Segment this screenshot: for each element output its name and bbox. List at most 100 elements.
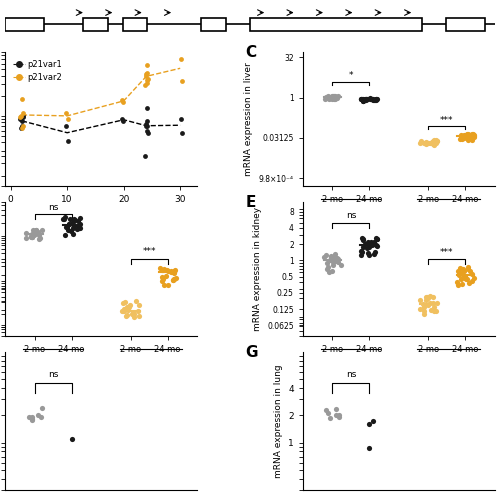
- Point: [365, 420, 373, 428]
- Point: [142, 120, 150, 128]
- Point: [470, 132, 478, 140]
- Point: [164, 266, 172, 274]
- Point: [328, 267, 336, 275]
- Point: [362, 95, 370, 103]
- Point: [470, 274, 478, 282]
- Point: [170, 275, 178, 283]
- Point: [460, 272, 468, 280]
- Point: [470, 130, 478, 138]
- Point: [458, 266, 466, 274]
- Point: [19, 114, 27, 122]
- Point: [430, 136, 438, 144]
- Point: [457, 132, 465, 140]
- Point: [28, 233, 36, 241]
- Point: [324, 408, 332, 416]
- Point: [422, 138, 430, 146]
- Point: [326, 94, 334, 102]
- Point: [73, 225, 81, 233]
- Point: [142, 122, 150, 130]
- Point: [38, 226, 46, 234]
- Point: [19, 112, 27, 120]
- Point: [428, 138, 436, 145]
- Point: [462, 131, 469, 139]
- Point: [358, 251, 366, 259]
- Point: [142, 104, 150, 112]
- Point: [424, 294, 432, 302]
- Point: [324, 92, 332, 100]
- Point: [333, 94, 341, 102]
- Text: ***: ***: [142, 246, 156, 256]
- Point: [360, 96, 368, 104]
- Point: [130, 313, 138, 321]
- Point: [331, 94, 339, 102]
- Point: [171, 266, 179, 274]
- Point: [18, 95, 26, 103]
- Point: [326, 414, 334, 422]
- Point: [168, 276, 176, 284]
- Point: [368, 417, 376, 425]
- Point: [118, 98, 126, 106]
- Point: [19, 109, 27, 117]
- Point: [142, 72, 150, 80]
- Point: [124, 306, 132, 314]
- Point: [162, 272, 170, 280]
- Point: [168, 276, 176, 284]
- Point: [121, 298, 129, 306]
- Point: [464, 274, 471, 282]
- Point: [62, 122, 70, 130]
- Point: [422, 296, 430, 304]
- Point: [372, 95, 380, 103]
- Point: [28, 416, 36, 424]
- Point: [320, 94, 328, 102]
- Point: [432, 306, 440, 314]
- Point: [334, 92, 342, 100]
- Bar: [250, 18, 422, 30]
- Point: [334, 413, 342, 421]
- Point: [426, 139, 434, 147]
- Point: [426, 299, 434, 307]
- Point: [372, 96, 380, 104]
- Point: [369, 95, 377, 103]
- Point: [455, 270, 463, 278]
- Point: [140, 152, 148, 160]
- Point: [328, 92, 336, 100]
- Point: [120, 305, 128, 313]
- Point: [159, 266, 167, 274]
- Point: [18, 124, 26, 132]
- Point: [164, 267, 172, 275]
- Point: [324, 264, 332, 272]
- Point: [430, 304, 438, 312]
- Point: [328, 93, 336, 101]
- Point: [322, 259, 330, 267]
- Point: [426, 306, 434, 314]
- Point: [26, 414, 34, 422]
- Point: [422, 140, 430, 148]
- Point: [333, 254, 341, 262]
- Point: [359, 243, 367, 251]
- Point: [424, 139, 432, 147]
- Point: [428, 139, 436, 147]
- Point: [464, 136, 472, 143]
- Point: [69, 218, 77, 226]
- Point: [372, 234, 380, 242]
- Point: [143, 126, 151, 134]
- Point: [22, 234, 30, 242]
- Point: [130, 310, 138, 318]
- Point: [424, 301, 432, 309]
- Point: [170, 275, 178, 283]
- Point: [357, 95, 365, 103]
- Bar: [5, 18, 44, 30]
- Point: [28, 226, 36, 234]
- Point: [372, 96, 380, 104]
- Point: [420, 307, 428, 315]
- Point: [61, 231, 69, 239]
- Point: [464, 134, 472, 142]
- Point: [458, 132, 466, 140]
- Point: [144, 76, 152, 84]
- Point: [28, 233, 36, 241]
- Y-axis label: mRNA expression in liver: mRNA expression in liver: [244, 62, 254, 176]
- Point: [325, 96, 333, 104]
- Point: [416, 305, 424, 313]
- Point: [358, 95, 366, 103]
- Text: ns: ns: [346, 212, 356, 220]
